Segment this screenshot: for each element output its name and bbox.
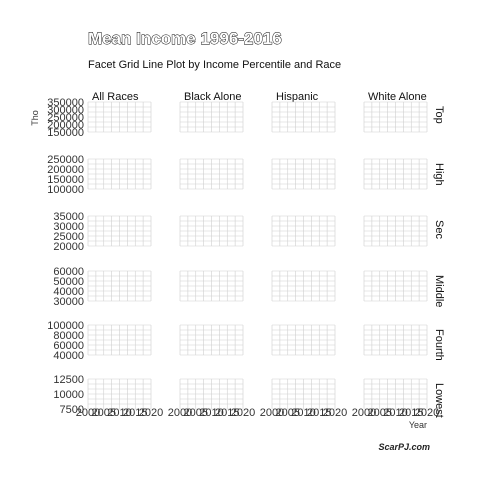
x-tick-label: 2010: [291, 407, 315, 419]
y-tick-label: 25000: [53, 231, 84, 243]
y-tick-label: 350000: [47, 97, 84, 109]
column-label-black-alone: Black Alone: [184, 91, 241, 103]
chart-caption: ScarPJ.com: [378, 442, 430, 452]
y-tick-label: 100000: [47, 184, 84, 196]
y-tick-label: 100000: [47, 320, 84, 332]
x-tick-label: 2005: [184, 407, 208, 419]
y-tick-label: 80000: [53, 330, 84, 342]
x-tick-label: 2015: [215, 407, 239, 419]
x-tick-label: 2000: [76, 407, 100, 419]
y-tick-label: 250000: [47, 112, 84, 124]
y-tick-label: 60000: [53, 340, 84, 352]
facet-grid: All Races Black Alone Hispanic White Alone T…: [47, 91, 445, 419]
y-axis-label: Tho: [30, 110, 40, 126]
row-label-middle: Middle: [433, 275, 445, 307]
x-tick-label: 2015: [399, 407, 423, 419]
column-label-all-races: All Races: [92, 91, 139, 103]
x-tick-label: 2005: [92, 407, 116, 419]
x-tick-label: 2005: [368, 407, 392, 419]
y-tick-label: 60000: [53, 266, 84, 278]
x-tick-label: 2020: [415, 407, 439, 419]
y-tick-label: 300000: [47, 105, 84, 117]
column-label-white-alone: White Alone: [368, 91, 427, 103]
row-label-fourth: Fourth: [433, 329, 445, 361]
x-tick-label: 2020: [139, 407, 163, 419]
y-tick-label: 7500: [60, 404, 84, 416]
row-label-high: High: [433, 163, 445, 186]
x-axis-label: Year: [409, 420, 427, 430]
row-label-lowest: Lowest: [433, 383, 445, 418]
chart-subtitle: Facet Grid Line Plot by Income Percentil…: [88, 59, 341, 71]
x-tick-label: 2000: [260, 407, 284, 419]
x-tick-label: 2010: [107, 407, 131, 419]
y-tick-label: 10000: [53, 389, 84, 401]
y-tick-label: 20000: [53, 241, 84, 253]
y-tick-label: 250000: [47, 154, 84, 166]
row-label-top: Top: [433, 106, 445, 124]
x-tick-label: 2010: [199, 407, 223, 419]
y-tick-label: 200000: [47, 120, 84, 132]
y-tick-label: 40000: [53, 350, 84, 362]
row-label-sec: Sec: [433, 220, 445, 239]
x-tick-label: 2015: [123, 407, 147, 419]
y-tick-label: 150000: [47, 127, 84, 139]
x-tick-label: 2010: [383, 407, 407, 419]
column-label-hispanic: Hispanic: [276, 91, 319, 103]
x-tick-label: 2000: [352, 407, 376, 419]
y-tick-label: 30000: [53, 221, 84, 233]
y-tick-label: 50000: [53, 276, 84, 288]
y-tick-label: 150000: [47, 174, 84, 186]
x-tick-label: 2020: [231, 407, 255, 419]
y-tick-label: 12500: [53, 374, 84, 386]
x-tick-label: 2015: [307, 407, 331, 419]
y-tick-label: 30000: [53, 296, 84, 308]
x-tick-label: 2005: [276, 407, 300, 419]
x-tick-label: 2000: [168, 407, 192, 419]
y-tick-label: 35000: [53, 211, 84, 223]
chart-title: Mean Income 1996-2016: [88, 29, 282, 48]
x-tick-label: 2020: [323, 407, 347, 419]
y-tick-label: 200000: [47, 164, 84, 176]
y-tick-label: 40000: [53, 286, 84, 298]
